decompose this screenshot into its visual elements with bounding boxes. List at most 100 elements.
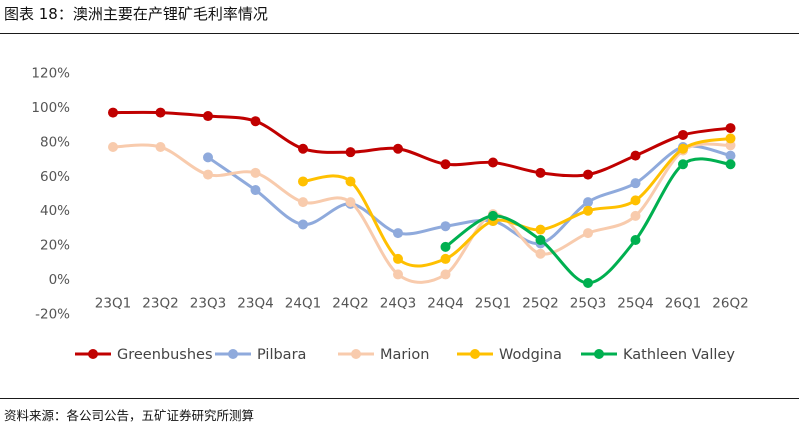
- x-tick-label: 25Q4: [617, 296, 653, 312]
- data-point: [440, 241, 451, 252]
- data-point: [583, 228, 593, 239]
- series-greenbushes: [108, 107, 736, 180]
- data-point: [488, 210, 498, 221]
- x-tick-label: 25Q2: [522, 296, 558, 312]
- y-tick-label: 0%: [49, 272, 71, 288]
- data-point: [440, 253, 451, 264]
- data-point: [583, 197, 593, 208]
- line-chart: -20% 0% 20% 40% 60% 80% 100% 120% 23Q1 23Q2 23Q3 2…: [31, 66, 749, 364]
- source-rule: [0, 398, 799, 399]
- x-tick-label: 23Q4: [237, 296, 273, 312]
- data-point: [298, 143, 308, 154]
- legend-marker: [88, 349, 98, 359]
- data-point: [535, 224, 546, 235]
- data-point: [155, 107, 166, 118]
- x-tick-label: 25Q3: [570, 296, 606, 312]
- data-point: [535, 167, 546, 178]
- data-point: [678, 143, 688, 154]
- y-tick-label: 60%: [40, 169, 70, 185]
- x-tick-label: 26Q2: [712, 296, 748, 312]
- data-point: [630, 234, 641, 245]
- legend-label: Kathleen Valley: [623, 347, 735, 363]
- data-point: [535, 234, 546, 245]
- title-rule: [0, 33, 799, 34]
- x-tick-label: 24Q1: [285, 296, 321, 312]
- legend-marker: [594, 349, 604, 359]
- legend-label: Marion: [380, 347, 429, 363]
- source-note: 资料来源：各公司公告，五矿证券研究所测算: [4, 408, 255, 423]
- series-kathleen-valley: [440, 157, 736, 289]
- data-point: [583, 169, 593, 180]
- x-tick-label: 24Q2: [332, 296, 368, 312]
- x-tick-label: 25Q1: [475, 296, 511, 312]
- data-point: [345, 176, 356, 187]
- data-point: [250, 185, 261, 196]
- legend-item-greenbushes: Greenbushes: [75, 347, 213, 363]
- y-tick-label: 80%: [40, 134, 70, 150]
- data-point: [393, 253, 403, 264]
- data-point: [298, 176, 308, 187]
- y-tick-label: 120%: [31, 66, 70, 82]
- data-point: [630, 210, 641, 221]
- legend-label: Greenbushes: [117, 347, 213, 363]
- legend-item-kathleen-valley: Kathleen Valley: [581, 347, 735, 363]
- data-point: [725, 133, 736, 144]
- data-point: [488, 157, 498, 168]
- x-axis: 23Q1 23Q2 23Q3 23Q4 24Q1 24Q2 24Q3 24Q4 25Q1 25Q2…: [95, 296, 749, 312]
- data-point: [725, 150, 736, 161]
- data-point: [298, 219, 308, 230]
- series-line-wodgina: [301, 136, 732, 268]
- figure-title: 图表 18：澳洲主要在产锂矿毛利率情况: [4, 5, 268, 23]
- y-axis: -20% 0% 20% 40% 60% 80% 100% 120%: [31, 66, 70, 323]
- legend-marker: [351, 349, 361, 359]
- data-point: [678, 159, 688, 170]
- data-point: [155, 142, 166, 153]
- data-point: [725, 140, 736, 151]
- data-point: [725, 159, 736, 170]
- data-point: [203, 169, 213, 180]
- y-tick-label: -20%: [35, 307, 70, 323]
- legend-marker: [228, 349, 238, 359]
- legend-item-pilbara: Pilbara: [215, 347, 306, 363]
- data-point: [583, 278, 593, 289]
- legend-label: Wodgina: [499, 347, 562, 363]
- data-point: [203, 152, 213, 163]
- legend-marker: [470, 349, 480, 359]
- series-line-greenbushes: [111, 110, 732, 178]
- legend-item-wodgina: Wodgina: [457, 347, 562, 363]
- data-point: [250, 167, 261, 178]
- legend-item-marion: Marion: [338, 347, 429, 363]
- data-point: [345, 147, 356, 158]
- data-point: [298, 197, 308, 208]
- data-point: [725, 123, 736, 134]
- data-point: [630, 178, 641, 189]
- y-tick-label: 20%: [40, 238, 70, 254]
- x-tick-label: 26Q1: [665, 296, 701, 312]
- data-point: [440, 221, 451, 232]
- series-marion: [108, 140, 736, 284]
- data-point: [440, 269, 451, 280]
- x-tick-label: 23Q2: [142, 296, 178, 312]
- data-point: [250, 116, 261, 127]
- y-tick-label: 40%: [40, 203, 70, 219]
- data-point: [583, 205, 593, 216]
- data-point: [630, 195, 641, 206]
- y-tick-label: 100%: [31, 100, 70, 116]
- x-tick-label: 24Q4: [427, 296, 463, 312]
- data-point: [108, 107, 118, 118]
- data-point: [393, 269, 403, 280]
- data-point: [630, 150, 641, 161]
- legend-label: Pilbara: [257, 347, 306, 363]
- x-tick-label: 23Q1: [95, 296, 131, 312]
- series-lines: [108, 107, 736, 289]
- data-point: [535, 248, 546, 259]
- series-wodgina: [298, 133, 736, 268]
- x-tick-label: 23Q3: [190, 296, 226, 312]
- data-point: [393, 228, 403, 239]
- legend: Greenbushes Pilbara Marion Wodgina Kathleen …: [75, 347, 735, 363]
- data-point: [108, 142, 118, 153]
- data-point: [203, 111, 213, 122]
- series-pilbara: [203, 142, 736, 249]
- data-point: [678, 129, 688, 140]
- data-point: [345, 197, 356, 208]
